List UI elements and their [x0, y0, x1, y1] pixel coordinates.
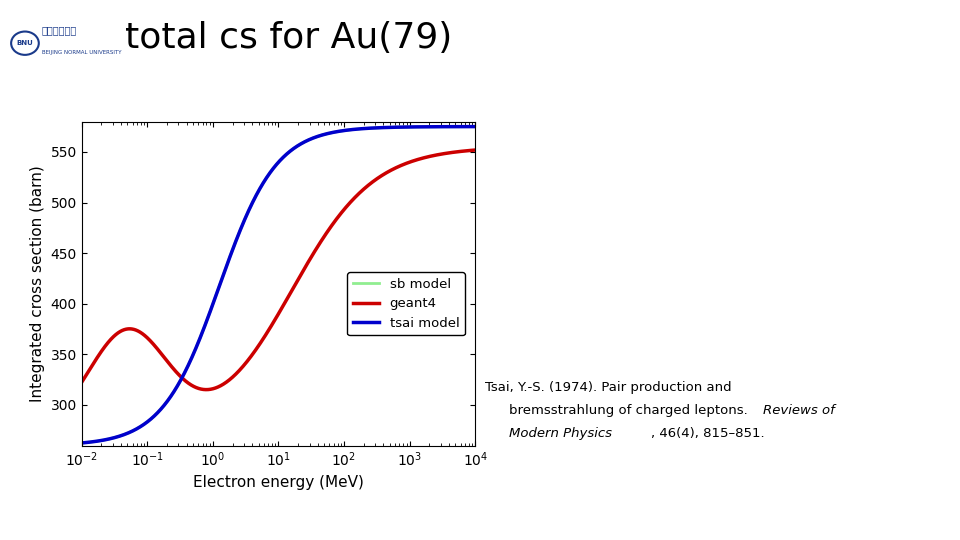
tsai model [121, 430, 132, 437]
Y-axis label: Integrated cross section (barn): Integrated cross section (barn) [30, 165, 45, 402]
sb model [469, 123, 481, 130]
tsai model [227, 247, 238, 253]
Text: Reviews of: Reviews of [763, 404, 835, 417]
Line: tsai model: tsai model [82, 126, 475, 443]
tsai model [144, 417, 156, 423]
geant4 [121, 326, 132, 332]
sb model [420, 124, 431, 130]
tsai model [469, 123, 481, 130]
sb model [227, 247, 238, 253]
Legend: sb model, geant4, tsai model: sb model, geant4, tsai model [348, 273, 465, 335]
Text: , 46(4), 815–851.: , 46(4), 815–851. [651, 427, 764, 440]
geant4 [144, 337, 156, 343]
geant4 [469, 147, 481, 153]
Line: geant4: geant4 [82, 150, 475, 390]
sb model [144, 417, 156, 423]
geant4 [462, 147, 473, 154]
sb model [244, 205, 255, 212]
Text: 北京师范大学: 北京师范大学 [42, 25, 77, 35]
tsai model [462, 123, 473, 130]
geant4 [420, 154, 431, 161]
tsai model [76, 440, 87, 446]
geant4 [76, 379, 87, 386]
sb model [76, 440, 87, 446]
Text: BNU: BNU [16, 40, 34, 46]
Text: BEIJING NORMAL UNIVERSITY: BEIJING NORMAL UNIVERSITY [42, 50, 121, 56]
Text: total cs for Au(79): total cs for Au(79) [125, 21, 452, 55]
tsai model [244, 205, 255, 212]
Text: Tsai, Y.-S. (1974). Pair production and: Tsai, Y.-S. (1974). Pair production and [485, 381, 732, 394]
Text: bremsstrahlung of charged leptons.: bremsstrahlung of charged leptons. [509, 404, 752, 417]
sb model [462, 123, 473, 130]
Text: Modern Physics: Modern Physics [509, 427, 612, 440]
geant4 [201, 387, 212, 393]
tsai model [420, 124, 431, 130]
Line: sb model: sb model [82, 126, 475, 443]
geant4 [244, 355, 255, 361]
sb model [121, 430, 132, 437]
geant4 [227, 374, 238, 380]
X-axis label: Electron energy (MeV): Electron energy (MeV) [193, 475, 364, 490]
